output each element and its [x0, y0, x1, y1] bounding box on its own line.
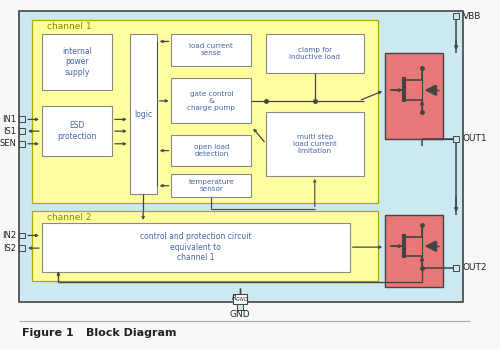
Bar — [172, 174, 252, 198]
Bar — [20, 141, 25, 147]
Text: internal
power
supply: internal power supply — [62, 47, 92, 77]
Bar — [20, 245, 25, 251]
Bar — [32, 20, 378, 203]
Text: IN2: IN2 — [2, 231, 16, 240]
Bar — [172, 34, 252, 66]
Bar — [130, 34, 157, 194]
Text: gate control
&
charge pump: gate control & charge pump — [188, 91, 236, 111]
Bar — [266, 34, 364, 73]
Bar — [453, 136, 459, 142]
Bar — [32, 211, 378, 281]
Text: logic: logic — [134, 110, 152, 119]
Bar — [172, 79, 252, 123]
Text: OUT1: OUT1 — [463, 134, 487, 143]
Bar — [42, 34, 112, 90]
Text: channel 1: channel 1 — [46, 22, 92, 31]
Text: open load
detection: open load detection — [194, 144, 229, 157]
Text: GND: GND — [230, 310, 250, 319]
Text: Figure 1: Figure 1 — [22, 328, 74, 338]
Text: VBB: VBB — [463, 12, 481, 21]
Bar — [20, 232, 25, 238]
Bar — [20, 128, 25, 134]
Bar — [453, 13, 459, 19]
Text: SEN: SEN — [0, 139, 16, 148]
Text: $\mathit{R}_{GND}$: $\mathit{R}_{GND}$ — [231, 294, 248, 304]
Text: IN1: IN1 — [2, 115, 16, 124]
Text: load current
sense: load current sense — [190, 43, 234, 56]
Bar — [237, 304, 242, 310]
Bar — [385, 53, 444, 139]
Bar — [266, 112, 364, 176]
Text: control and protection circuit
equivalent to
channel 1: control and protection circuit equivalen… — [140, 232, 252, 262]
Bar — [42, 106, 112, 156]
Text: OUT2: OUT2 — [463, 263, 487, 272]
Text: clamp for
inductive load: clamp for inductive load — [290, 47, 341, 60]
Bar — [42, 223, 350, 272]
Text: multi step
load current
limitation: multi step load current limitation — [293, 134, 337, 154]
Polygon shape — [426, 241, 436, 251]
Bar — [233, 294, 246, 304]
Bar — [20, 11, 463, 302]
Text: Block Diagram: Block Diagram — [86, 328, 176, 338]
Text: channel 2: channel 2 — [46, 213, 91, 222]
Text: ESD
protection: ESD protection — [57, 121, 96, 141]
Text: IS2: IS2 — [4, 244, 16, 253]
Bar — [385, 215, 444, 287]
Bar — [20, 117, 25, 122]
Bar — [172, 135, 252, 166]
Polygon shape — [426, 85, 436, 95]
Text: IS1: IS1 — [4, 127, 16, 136]
Bar — [453, 265, 459, 270]
Text: temperature
sensor: temperature sensor — [188, 179, 234, 192]
